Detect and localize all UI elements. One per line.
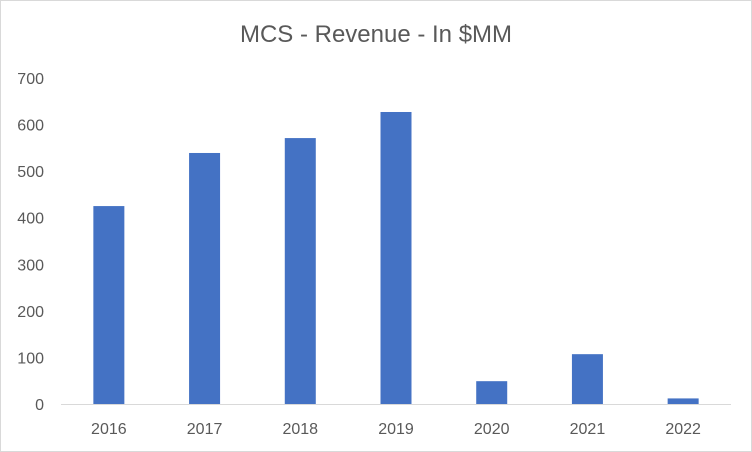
y-tick-label: 500 bbox=[17, 164, 44, 181]
y-tick-label: 0 bbox=[35, 397, 44, 414]
bar-2020 bbox=[476, 381, 508, 404]
bars bbox=[93, 111, 699, 405]
y-tick-label: 400 bbox=[17, 211, 44, 228]
y-tick-label: 100 bbox=[17, 350, 44, 367]
x-tick-label: 2016 bbox=[91, 421, 127, 438]
bar-2018 bbox=[284, 138, 316, 404]
y-tick-label: 600 bbox=[17, 118, 44, 135]
x-tick-label: 2020 bbox=[474, 421, 510, 438]
y-tick-label: 300 bbox=[17, 257, 44, 274]
y-tick-label: 700 bbox=[17, 71, 44, 88]
bar-2017 bbox=[189, 152, 221, 404]
x-axis-ticks: 2016 2017 2018 2019 2020 2021 2022 bbox=[91, 421, 701, 438]
x-tick-label: 2022 bbox=[665, 421, 701, 438]
y-tick-label: 200 bbox=[17, 304, 44, 321]
bar-2016 bbox=[93, 206, 125, 404]
x-tick-label: 2021 bbox=[570, 421, 606, 438]
bar-2022 bbox=[667, 398, 699, 404]
bar-2021 bbox=[571, 354, 603, 404]
x-tick-label: 2019 bbox=[378, 421, 414, 438]
chart-title: MCS - Revenue - In $MM bbox=[239, 21, 513, 48]
x-tick-label: 2018 bbox=[282, 421, 318, 438]
bar-2019 bbox=[380, 111, 412, 405]
y-axis-ticks: 0 100 200 300 400 500 600 700 bbox=[17, 71, 44, 414]
x-tick-label: 2017 bbox=[187, 421, 223, 438]
